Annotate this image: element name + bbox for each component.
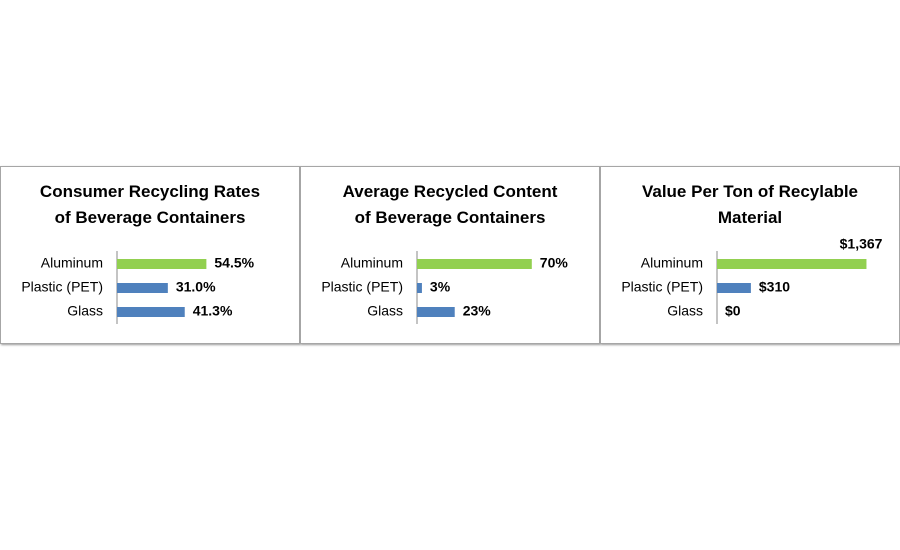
category-label: Aluminum <box>41 255 103 271</box>
chart-title: Average Recycled Content of Beverage Cont… <box>301 179 599 231</box>
chart: Aluminum $1,367 Plastic (PET) $310 Glass $0 <box>621 236 883 324</box>
title-line: of Beverage Containers <box>54 208 246 227</box>
value-label: 3% <box>430 279 451 295</box>
value-label: 23% <box>463 303 492 319</box>
value-label: $1,367 <box>840 236 883 252</box>
category-label: Aluminum <box>641 255 703 271</box>
category-label: Glass <box>667 303 703 319</box>
title-line: Average Recycled Content <box>342 182 558 201</box>
category-label: Glass <box>367 303 403 319</box>
category-label: Plastic (PET) <box>321 279 403 295</box>
chart-panel: Consumer Recycling Rates of Beverage Cont… <box>0 166 300 344</box>
bar <box>717 259 867 269</box>
chart-title: Value Per Ton of Recylable Material <box>601 179 899 231</box>
chart-panel: Value Per Ton of Recylable Material Alumin… <box>600 166 900 344</box>
value-label: $310 <box>759 279 790 295</box>
bar <box>417 283 422 293</box>
bar <box>117 307 185 317</box>
value-label: 31.0% <box>176 279 216 295</box>
bar <box>417 259 532 269</box>
chart: Aluminum 70% Plastic (PET) 3% Glass 23% <box>321 251 569 324</box>
bar <box>117 259 207 269</box>
bar <box>117 283 168 293</box>
title-line: Consumer Recycling Rates <box>39 182 261 201</box>
value-label: 70% <box>540 255 569 271</box>
value-label: 54.5% <box>214 255 254 271</box>
bar <box>717 283 751 293</box>
bar <box>417 307 455 317</box>
title-line: Value Per Ton of Recylable <box>641 182 859 201</box>
title-line: of Beverage Containers <box>354 208 546 227</box>
value-label: $0 <box>725 303 741 319</box>
chart: Aluminum 54.5% Plastic (PET) 31.0% Glass 41.3… <box>21 251 255 324</box>
category-label: Aluminum <box>341 255 403 271</box>
chart-panel: Average Recycled Content of Beverage Cont… <box>300 166 600 344</box>
category-label: Plastic (PET) <box>21 279 103 295</box>
value-label: 41.3% <box>193 303 233 319</box>
category-label: Plastic (PET) <box>621 279 703 295</box>
title-line: Material <box>717 208 783 227</box>
category-label: Glass <box>67 303 103 319</box>
chart-title: Consumer Recycling Rates of Beverage Cont… <box>1 179 299 231</box>
